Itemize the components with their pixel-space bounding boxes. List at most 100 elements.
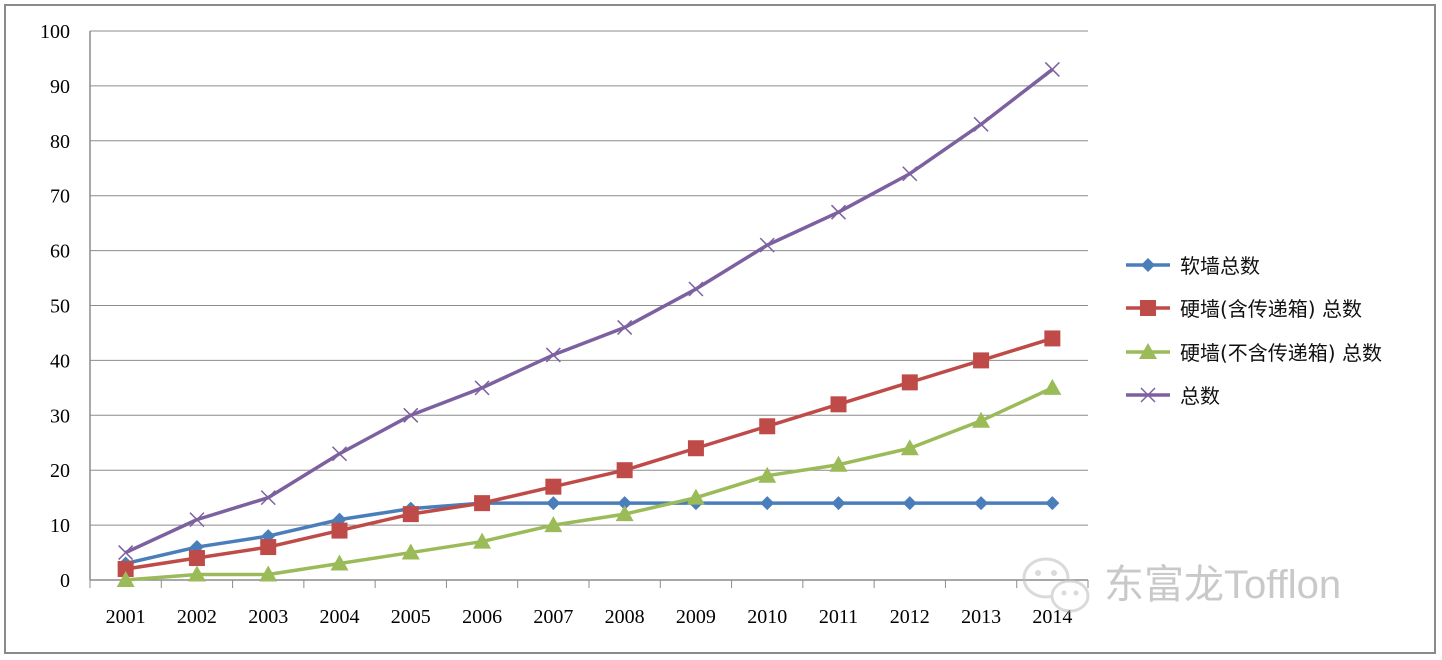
x-tick-label: 2012	[890, 606, 930, 628]
watermark: 东富龙Tofflon	[1022, 557, 1341, 613]
y-tick-label: 10	[50, 515, 70, 537]
legend-item-2: 硬墙(含传递箱) 总数	[1126, 297, 1362, 321]
data-point	[829, 455, 848, 472]
x-tick-label: 2011	[819, 606, 858, 628]
wechat-icon	[1022, 557, 1090, 613]
legend-label: 总数	[1180, 384, 1220, 408]
marker-stroke	[902, 166, 918, 182]
data-point	[758, 466, 777, 483]
x-tick-label: 2006	[462, 606, 502, 628]
legend-marker	[1140, 387, 1156, 403]
data-point	[331, 522, 348, 539]
data-point	[402, 506, 419, 523]
data-point	[830, 204, 847, 220]
data-point	[545, 478, 562, 495]
data-point	[617, 496, 632, 511]
data-point	[617, 319, 633, 335]
marker-stroke	[759, 237, 775, 253]
legend-item-3: 硬墙(不含传递箱) 总数	[1126, 341, 1382, 365]
x-tick-label: 2003	[248, 606, 288, 628]
data-point	[474, 380, 490, 396]
data-point	[973, 116, 989, 132]
x-tick-label: 2010	[747, 606, 787, 628]
data-point	[973, 352, 990, 369]
data-point	[259, 565, 278, 582]
x-tick-label: 2005	[391, 606, 431, 628]
data-point	[545, 347, 561, 363]
data-point	[188, 550, 205, 567]
x-axis: 2001 2002 2003 2004 2005 2006 2007 2008 2009 2010…	[89, 579, 1089, 628]
data-point	[260, 490, 276, 506]
gridlines	[90, 30, 1088, 526]
data-point	[118, 545, 134, 561]
data-point	[830, 396, 847, 413]
marker-stroke	[688, 281, 704, 297]
data-point	[687, 440, 704, 457]
data-point	[473, 532, 492, 549]
marker-stroke	[260, 490, 276, 506]
y-axis: 0 10 20 30 40 50 60 70 80 90 100	[40, 21, 91, 592]
y-tick-label: 80	[50, 131, 70, 153]
marker-stroke	[1140, 387, 1156, 403]
y-tick-label: 70	[50, 186, 70, 208]
data-point	[1043, 378, 1062, 395]
y-tick-label: 30	[50, 405, 70, 427]
data-point	[1045, 496, 1060, 511]
legend-marker	[1139, 343, 1157, 359]
data-point	[972, 411, 991, 428]
y-tick-label: 20	[50, 460, 70, 482]
y-tick-label: 40	[50, 350, 70, 372]
data-point	[831, 496, 846, 511]
data-point	[615, 505, 634, 522]
y-tick-label: 50	[50, 296, 70, 318]
x-tick-label: 2002	[177, 606, 217, 628]
x-tick-label: 2004	[320, 606, 360, 628]
plot-series	[116, 61, 1062, 587]
y-tick-label: 0	[60, 570, 70, 592]
data-point	[902, 166, 918, 182]
data-point	[187, 565, 206, 582]
legend-marker	[1140, 300, 1156, 316]
series-line	[125, 336, 1053, 571]
data-point	[331, 446, 348, 462]
marker-stroke	[973, 116, 989, 132]
data-point	[546, 496, 561, 511]
data-point	[189, 512, 205, 528]
data-point	[616, 462, 633, 479]
data-point	[544, 516, 563, 533]
data-point	[116, 571, 135, 587]
series-4	[118, 61, 1060, 561]
data-point	[117, 561, 134, 578]
chart-frame	[4, 4, 1436, 654]
data-point	[403, 407, 419, 423]
data-point	[974, 496, 989, 511]
data-point	[474, 495, 491, 512]
legend-marker	[1141, 258, 1155, 272]
series-3	[116, 378, 1062, 587]
data-point	[260, 539, 277, 556]
legend-item-4: 总数	[1126, 384, 1220, 408]
data-point	[686, 488, 705, 505]
data-point	[759, 418, 776, 435]
watermark-text: 东富龙Tofflon	[1104, 563, 1341, 607]
series-line	[124, 68, 1054, 555]
series-2	[117, 330, 1061, 578]
legend-label: 软墙总数	[1180, 254, 1260, 278]
data-point	[688, 281, 704, 297]
marker-stroke	[545, 347, 561, 363]
series-line	[125, 501, 1053, 566]
marker-stroke	[403, 407, 419, 423]
data-point	[759, 237, 775, 253]
series-1	[118, 496, 1060, 571]
marker-stroke	[474, 380, 490, 396]
x-tick-label: 2007	[533, 606, 573, 628]
marker-stroke	[118, 545, 134, 561]
data-point	[1044, 61, 1060, 77]
legend-item-1: 软墙总数	[1126, 254, 1260, 278]
data-point	[900, 439, 919, 456]
legend-label: 硬墙(不含传递箱) 总数	[1180, 341, 1382, 365]
marker-stroke	[1044, 61, 1060, 77]
x-tick-label: 2001	[106, 606, 146, 628]
